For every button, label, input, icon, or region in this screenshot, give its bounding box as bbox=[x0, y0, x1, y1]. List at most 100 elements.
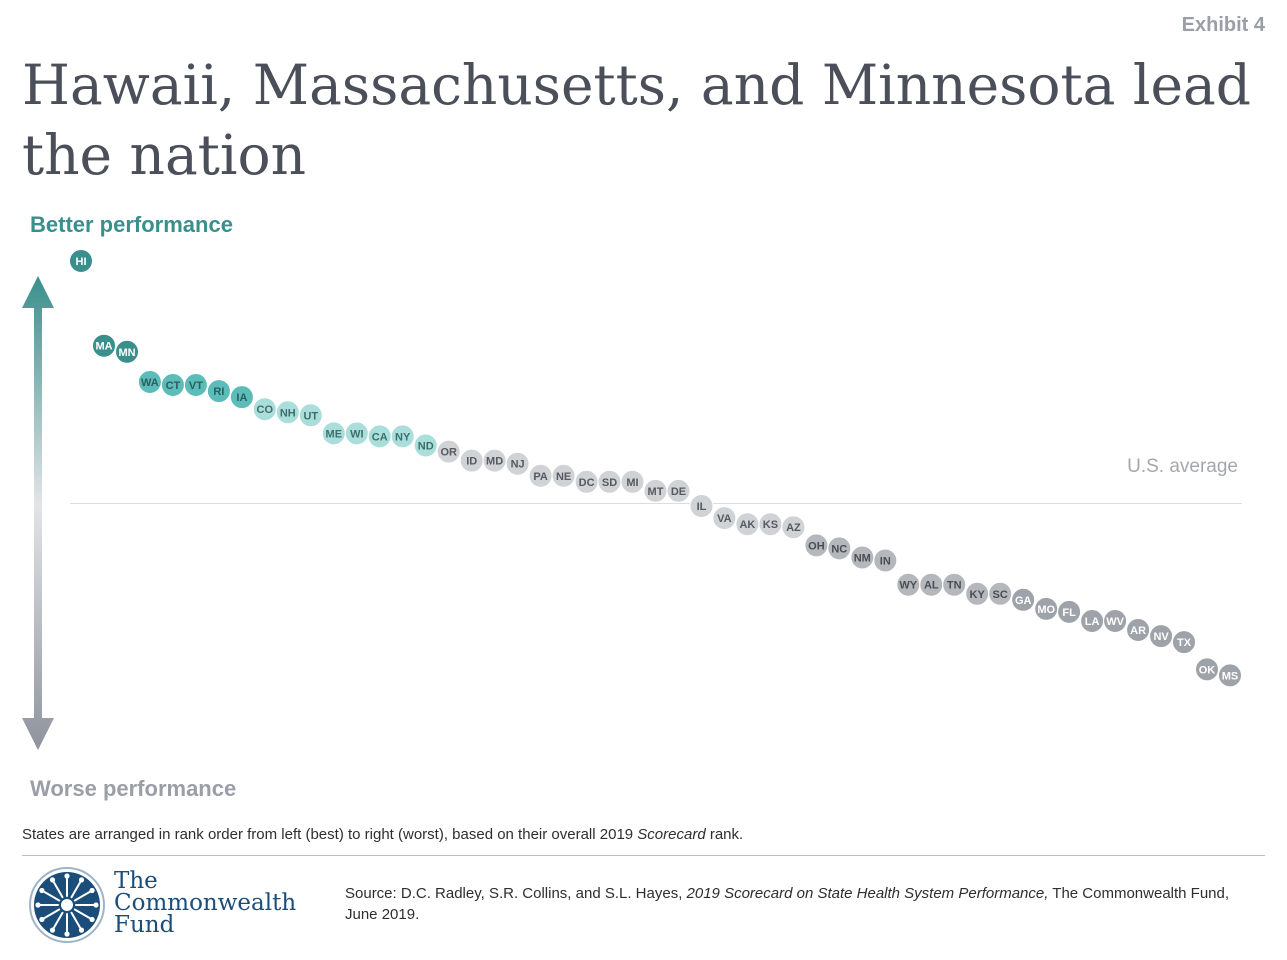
state-point-me: ME bbox=[321, 421, 346, 446]
state-point-ok: OK bbox=[1195, 657, 1219, 682]
state-label: NV bbox=[1153, 631, 1169, 643]
state-label: RI bbox=[213, 386, 224, 398]
state-point-ny: NY bbox=[390, 424, 415, 449]
state-label: AL bbox=[924, 580, 939, 592]
state-bubble bbox=[92, 333, 116, 358]
state-point-in: IN bbox=[873, 548, 898, 573]
state-bubble bbox=[115, 339, 139, 364]
performance-arrow-icon bbox=[22, 276, 54, 750]
state-label: WI bbox=[350, 428, 363, 440]
state-point-fl: FL bbox=[1057, 599, 1082, 624]
state-label: ID bbox=[466, 456, 477, 468]
state-point-nm: NM bbox=[850, 545, 875, 570]
state-label: WV bbox=[1106, 616, 1124, 628]
state-point-sc: SC bbox=[988, 581, 1013, 606]
state-label: DC bbox=[579, 477, 595, 489]
state-bubble bbox=[183, 373, 208, 397]
state-label: NH bbox=[280, 407, 296, 419]
state-bubble bbox=[390, 424, 415, 449]
footer-divider bbox=[22, 855, 1265, 856]
state-point-tx: TX bbox=[1172, 630, 1196, 655]
state-point-mo: MO bbox=[1034, 596, 1059, 621]
state-label: IL bbox=[697, 501, 707, 513]
state-bubble bbox=[229, 385, 254, 410]
state-point-ks: KS bbox=[758, 512, 783, 537]
state-point-sd: SD bbox=[597, 469, 622, 494]
state-point-az: AZ bbox=[781, 515, 806, 540]
state-label: UT bbox=[303, 410, 318, 422]
state-bubble bbox=[942, 572, 967, 597]
state-label: DE bbox=[671, 486, 686, 498]
state-bubble bbox=[1057, 599, 1082, 624]
state-label: CO bbox=[257, 404, 274, 416]
state-label: OR bbox=[440, 447, 457, 459]
state-point-co: CO bbox=[252, 397, 277, 422]
state-bubble bbox=[666, 478, 691, 503]
state-label: MI bbox=[626, 477, 638, 489]
state-rank-scatter: HI MA MN WA CT VT RI IA CO NH UT ME WI CA NY ND OR ID MD NJ… bbox=[69, 249, 1242, 688]
state-point-ky: KY bbox=[965, 581, 990, 606]
state-label: VA bbox=[717, 513, 732, 525]
state-label: NM bbox=[854, 553, 871, 565]
state-label: AZ bbox=[786, 522, 801, 534]
state-point-dc: DC bbox=[574, 469, 599, 494]
state-bubble bbox=[505, 451, 530, 476]
state-point-wy: WY bbox=[896, 572, 921, 597]
state-point-nc: NC bbox=[827, 536, 852, 561]
state-bubble bbox=[1103, 609, 1128, 633]
state-label: GA bbox=[1015, 595, 1032, 607]
state-label: SC bbox=[993, 589, 1008, 601]
state-label: WY bbox=[899, 580, 917, 592]
state-bubble bbox=[712, 506, 737, 531]
commonwealth-fund-logo-icon bbox=[29, 867, 105, 943]
state-bubble bbox=[873, 548, 898, 573]
state-label: WA bbox=[141, 377, 159, 389]
state-bubble bbox=[1126, 618, 1151, 642]
better-performance-label: Better performance bbox=[30, 212, 233, 237]
state-bubble bbox=[689, 494, 714, 518]
state-point-mt: MT bbox=[643, 478, 668, 503]
exhibit-label: Exhibit 4 bbox=[1181, 14, 1265, 36]
state-point-va: VA bbox=[712, 506, 737, 531]
state-point-wa: WA bbox=[137, 370, 162, 394]
state-point-al: AL bbox=[919, 572, 944, 597]
state-point-mi: MI bbox=[620, 469, 645, 494]
state-point-wi: WI bbox=[344, 421, 369, 446]
chart-title: Hawaii, Massachusetts, and Minnesota lea… bbox=[22, 53, 1251, 187]
state-point-hi: HI bbox=[69, 249, 93, 273]
state-point-ca: CA bbox=[367, 424, 392, 449]
state-label: OH bbox=[808, 540, 825, 552]
state-point-id: ID bbox=[459, 448, 484, 473]
chart-note: States are arranged in rank order from l… bbox=[22, 826, 744, 843]
state-point-oh: OH bbox=[804, 533, 829, 558]
state-label: VT bbox=[189, 380, 203, 392]
state-point-ga: GA bbox=[1011, 587, 1036, 612]
state-bubble bbox=[988, 581, 1013, 606]
state-bubble bbox=[206, 379, 231, 404]
state-point-ar: AR bbox=[1126, 618, 1151, 642]
logo-wordmark: The Commonwealth Fund bbox=[114, 868, 297, 938]
state-point-ms: MS bbox=[1218, 663, 1242, 688]
state-label: LA bbox=[1085, 616, 1100, 628]
state-label: PA bbox=[533, 471, 548, 483]
state-bubble bbox=[1218, 663, 1242, 688]
state-point-la: LA bbox=[1080, 609, 1105, 633]
state-point-md: MD bbox=[482, 448, 507, 473]
state-point-or: OR bbox=[436, 439, 461, 464]
state-point-tn: TN bbox=[942, 572, 967, 597]
state-point-de: DE bbox=[666, 478, 691, 503]
state-label: MN bbox=[118, 347, 135, 359]
state-point-mn: MN bbox=[115, 339, 139, 364]
state-label: MD bbox=[486, 456, 503, 468]
state-label: CA bbox=[372, 431, 388, 443]
state-label: TN bbox=[947, 580, 962, 592]
state-bubble bbox=[781, 515, 806, 540]
state-point-ma: MA bbox=[92, 333, 116, 358]
state-bubble bbox=[1011, 587, 1036, 612]
state-bubble bbox=[1149, 624, 1174, 649]
state-label: MS bbox=[1222, 670, 1239, 682]
state-bubble bbox=[436, 439, 461, 464]
state-point-vt: VT bbox=[183, 373, 208, 397]
state-label: OK bbox=[1199, 664, 1216, 676]
state-label: HI bbox=[76, 256, 87, 268]
